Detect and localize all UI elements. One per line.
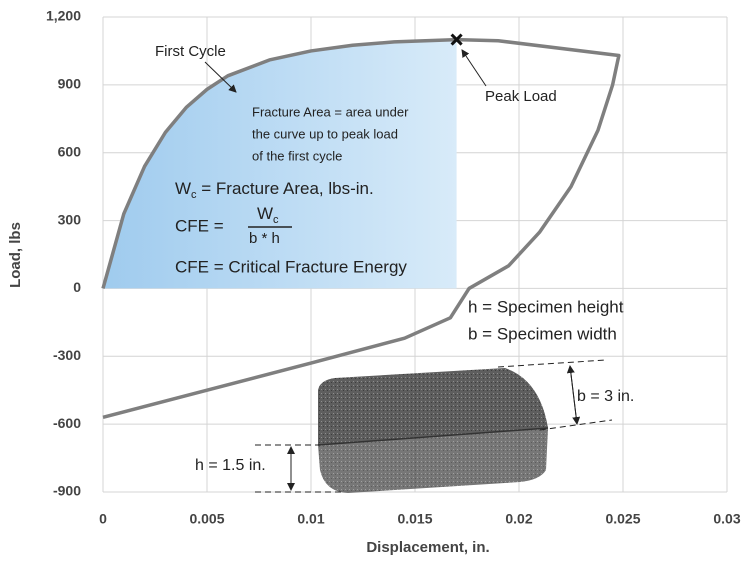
wc: W [175, 179, 191, 198]
y-tick-label: 0 [73, 279, 81, 295]
fracture-area [103, 39, 457, 289]
wc-def: = Fracture Area, lbs-in. [197, 179, 374, 198]
y-axis-label: Load, lbs [7, 222, 24, 288]
x-tick-label: 0.015 [397, 511, 432, 527]
x-tick-label: 0.025 [605, 511, 640, 527]
annotation: the curve up to peak load [252, 126, 398, 141]
x-tick-label: 0.03 [713, 511, 740, 527]
annotation: of the first cycle [252, 148, 342, 163]
cfe-num: W [257, 204, 273, 223]
specimen [255, 359, 613, 493]
annotation: First Cycle [155, 43, 226, 60]
annotation: b * h [249, 230, 280, 247]
y-tick-label: 300 [58, 211, 82, 227]
arrow [461, 49, 487, 87]
annotation: h = Specimen height [468, 297, 624, 316]
x-tick-label: 0.005 [189, 511, 224, 527]
annotation: Fracture Area = area under [252, 104, 409, 119]
arrow [204, 61, 237, 93]
annotation: CFE = Critical Fracture Energy [175, 257, 407, 276]
y-tick-label: -600 [53, 415, 81, 431]
peak-marker [450, 33, 463, 46]
load-curve [101, 37, 621, 420]
cfe-num-sub: c [273, 214, 279, 226]
y-tick-label: 600 [58, 143, 82, 159]
x-axis-label: Displacement, in. [366, 539, 489, 556]
x-tick-label: 0 [99, 511, 107, 527]
y-tick-label: 900 [58, 76, 82, 92]
annotation: Peak Load [485, 88, 557, 105]
annotation: b = Specimen width [468, 324, 617, 343]
y-tick-label: -300 [53, 347, 81, 363]
y-tick-label: -900 [53, 483, 81, 499]
annotation: b = 3 in. [577, 388, 634, 405]
annotation: Wc [257, 204, 279, 225]
annotation: h = 1.5 in. [195, 457, 266, 474]
x-tick-label: 0.01 [297, 511, 324, 527]
annotation: CFE = [175, 216, 224, 235]
y-tick-label: 1,200 [46, 8, 81, 24]
x-tick-label: 0.02 [505, 511, 532, 527]
annotation: Wc = Fracture Area, lbs-in. [175, 179, 374, 200]
wc-sub: c [191, 189, 197, 201]
